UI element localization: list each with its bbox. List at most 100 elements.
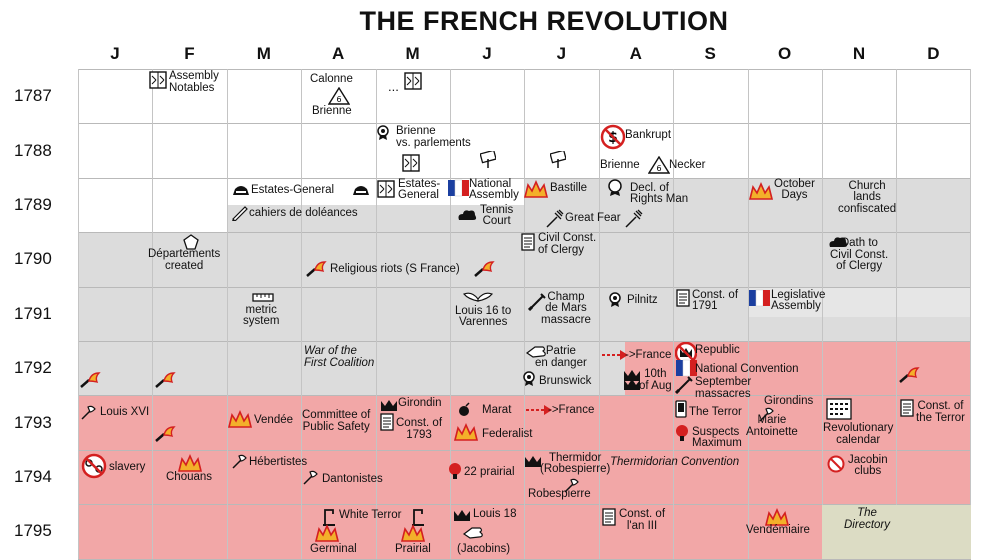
event-bankrupt: Bankrupt xyxy=(625,129,672,142)
protest-sign-icon xyxy=(549,149,567,174)
bankrupt-icon: $ xyxy=(600,124,626,155)
event-civil-const-1790: Civil Const. of Clergy xyxy=(538,232,597,256)
svg-text:6: 6 xyxy=(656,164,661,173)
event-vendee: Vendée xyxy=(254,414,294,427)
month-header: J xyxy=(556,44,567,63)
dantonistes-icon xyxy=(302,469,318,490)
white-terror-icon xyxy=(411,508,425,531)
event-calonne: Calonne xyxy=(310,73,353,85)
event-louis-18: Louis 18 xyxy=(473,508,517,521)
event-decl-rights: Decl. of Rights Man xyxy=(630,181,689,206)
event-departements: Départements created xyxy=(148,248,221,272)
slavery-icon xyxy=(81,453,107,484)
marat-icon xyxy=(456,401,472,422)
column-divider xyxy=(450,69,451,559)
necker-icon: 6 xyxy=(647,156,671,179)
torch-icon xyxy=(154,371,176,394)
column-divider xyxy=(970,69,971,559)
event-directory: The Directory xyxy=(844,507,891,531)
legislative-flag-icon xyxy=(748,288,772,313)
estates-hat-icon xyxy=(351,183,371,202)
event-national-assembly: National Assembly xyxy=(469,177,519,202)
column-divider xyxy=(747,69,749,559)
estates-book-icon xyxy=(376,179,396,204)
event-vendemiaire: Vendémiaire xyxy=(746,524,810,537)
event-calendar: Revolutionary calendar xyxy=(823,422,894,446)
event-dantonistes: Dantonistes xyxy=(322,472,383,485)
event-prairial: Prairial xyxy=(395,543,431,556)
column-divider xyxy=(152,69,154,559)
month-header: A xyxy=(332,44,345,63)
column-divider xyxy=(673,69,675,559)
assembly-icon xyxy=(148,70,168,95)
event-arrow-france-1792: ->France xyxy=(625,349,672,361)
robespierre-icon xyxy=(563,477,579,498)
month-header: M xyxy=(405,44,420,63)
event-brienne-parlements: Brienne vs. parlements xyxy=(396,125,471,149)
month-header: J xyxy=(482,44,492,63)
event-white-terror: White Terror xyxy=(339,509,402,522)
october-days-icon xyxy=(748,181,774,205)
event-oath: Oath to Civil Const. of Clergy xyxy=(830,237,889,273)
column-divider xyxy=(226,69,228,559)
event-louis-xvi: Louis XVI xyxy=(100,406,150,419)
year-label: 1789 xyxy=(14,195,52,214)
event-suspects: Suspects xyxy=(692,426,740,439)
brunswick-icon xyxy=(522,371,536,392)
event-jacobins: (Jacobins) xyxy=(457,543,511,556)
event-jacobin-clubs: Jacobin clubs xyxy=(848,453,888,478)
column-divider xyxy=(896,69,898,559)
calendar-icon xyxy=(826,398,852,425)
cahiers-icon xyxy=(231,205,249,226)
event-september: September massacres xyxy=(695,376,752,400)
year-label: 1793 xyxy=(14,412,52,432)
event-champ-de-mars: Champ de Mars massacre xyxy=(541,290,591,326)
column-divider xyxy=(822,69,823,559)
month-header: A xyxy=(629,44,642,63)
event-brunswick: Brunswick xyxy=(539,375,592,387)
bastille-icon xyxy=(523,179,549,203)
event-hebertistes: Hébertistes xyxy=(249,455,308,468)
event-thermidorian: Thermidorian Convention xyxy=(610,455,740,468)
vendemiaire-icon xyxy=(764,508,790,531)
year-label: 1792 xyxy=(14,358,52,378)
const-1791-icon xyxy=(676,288,690,312)
month-header: N xyxy=(852,44,866,63)
chouans-icon xyxy=(177,453,203,477)
louis-18-icon xyxy=(453,508,471,527)
year-label: 1795 xyxy=(14,521,52,541)
brienne-icon: 6 xyxy=(327,86,351,110)
event-cps: Committee of Public Safety xyxy=(302,409,371,433)
event-prairial-22: 22 prairial xyxy=(464,465,515,478)
event-estates-general-may2: Estates- General xyxy=(398,177,441,202)
invasion-icon xyxy=(600,348,630,366)
religious-riots-icon xyxy=(305,260,327,283)
jacobin-clubs-icon xyxy=(827,455,845,478)
event-october-days: October Days xyxy=(774,177,815,202)
brienne-medal-icon xyxy=(376,125,390,146)
const-terror-icon xyxy=(900,399,914,422)
column-divider xyxy=(598,69,600,559)
event-tenth-aug: 10th of Aug xyxy=(639,368,672,392)
protest-sign-icon xyxy=(479,149,497,174)
event-metric: metric system xyxy=(243,303,280,328)
event-maximum: Maximum xyxy=(692,437,742,450)
louis-xvi-icon xyxy=(80,404,96,425)
event-necker: Necker xyxy=(669,159,706,172)
vendee-icon xyxy=(227,410,253,433)
event-bastille: Bastille xyxy=(550,181,588,194)
year-label: 1790 xyxy=(14,249,52,269)
event-thermidor: Thermidor (Robespierre) xyxy=(540,451,611,476)
year-label: 1791 xyxy=(14,303,52,323)
timeline-grid: Assembly Notables Calonne 6 Brienne... Brienn… xyxy=(78,69,971,560)
national-assembly-flag-icon xyxy=(447,178,471,203)
svg-text:6: 6 xyxy=(336,95,341,104)
event-const-1791: Const. of 1791 xyxy=(692,288,739,313)
oath-icon xyxy=(827,235,849,254)
event-patrie: Patrie en danger xyxy=(535,345,587,369)
event-cahiers: cahiers de doléances xyxy=(249,206,358,219)
event-marie: Marie Antoinette xyxy=(746,414,798,438)
pilnitz-icon xyxy=(608,291,622,313)
thermidor-icon xyxy=(524,454,542,473)
suspects-icon xyxy=(675,424,689,447)
